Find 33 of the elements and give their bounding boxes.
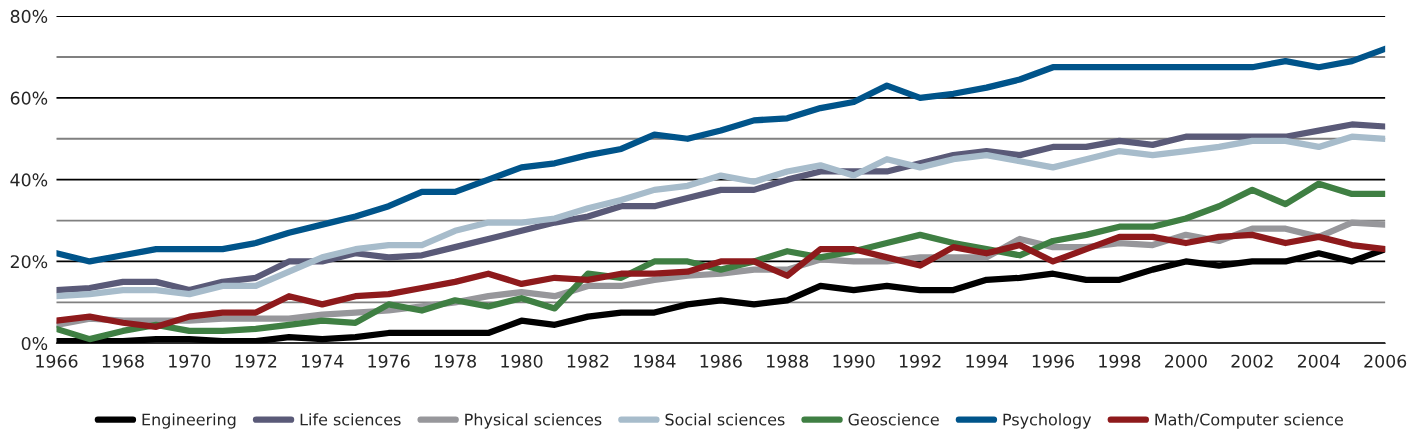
x-tick-label: 2002 — [1231, 354, 1273, 368]
x-tick-label: 1968 — [102, 354, 144, 368]
x-tick-label: 1972 — [235, 354, 277, 368]
y-tick-label: 60% — [10, 91, 48, 105]
x-tick-label: 1966 — [36, 354, 78, 368]
x-tick-label: 1990 — [833, 354, 875, 368]
x-tick-label: 1998 — [1099, 354, 1141, 368]
y-tick-label: 20% — [10, 255, 48, 269]
x-tick-label: 1974 — [302, 354, 344, 368]
x-tick-label: 1996 — [1032, 354, 1074, 368]
legend-label: Geoscience — [848, 413, 939, 426]
x-tick-label: 1978 — [434, 354, 476, 368]
y-tick-label: 0% — [21, 336, 48, 351]
x-tick-label: 1982 — [567, 354, 609, 368]
x-tick-label: 1994 — [966, 354, 1008, 368]
x-tick-label: 1986 — [700, 354, 742, 368]
legend-label: Social sciences — [665, 413, 785, 426]
x-tick-label: 1970 — [169, 354, 211, 368]
legend-label: Engineering — [142, 413, 236, 429]
x-tick-label: 1980 — [501, 354, 543, 368]
legend-label: Math/Computer science — [1155, 413, 1343, 429]
legend-label: Physical sciences — [465, 413, 602, 429]
y-tick-label: 40% — [10, 173, 48, 187]
x-tick-label: 1992 — [899, 354, 941, 368]
legend-label: Life sciences — [300, 413, 401, 426]
x-tick-label: 1976 — [368, 354, 410, 368]
x-tick-label: 1988 — [767, 354, 809, 368]
x-tick-label: 2000 — [1165, 354, 1207, 368]
y-tick-label: 80% — [10, 9, 48, 23]
x-tick-label: 2006 — [1364, 354, 1407, 368]
x-tick-label: 1984 — [634, 354, 676, 368]
x-tick-label: 2004 — [1297, 354, 1340, 368]
legend-label: Psychology — [1003, 413, 1092, 429]
